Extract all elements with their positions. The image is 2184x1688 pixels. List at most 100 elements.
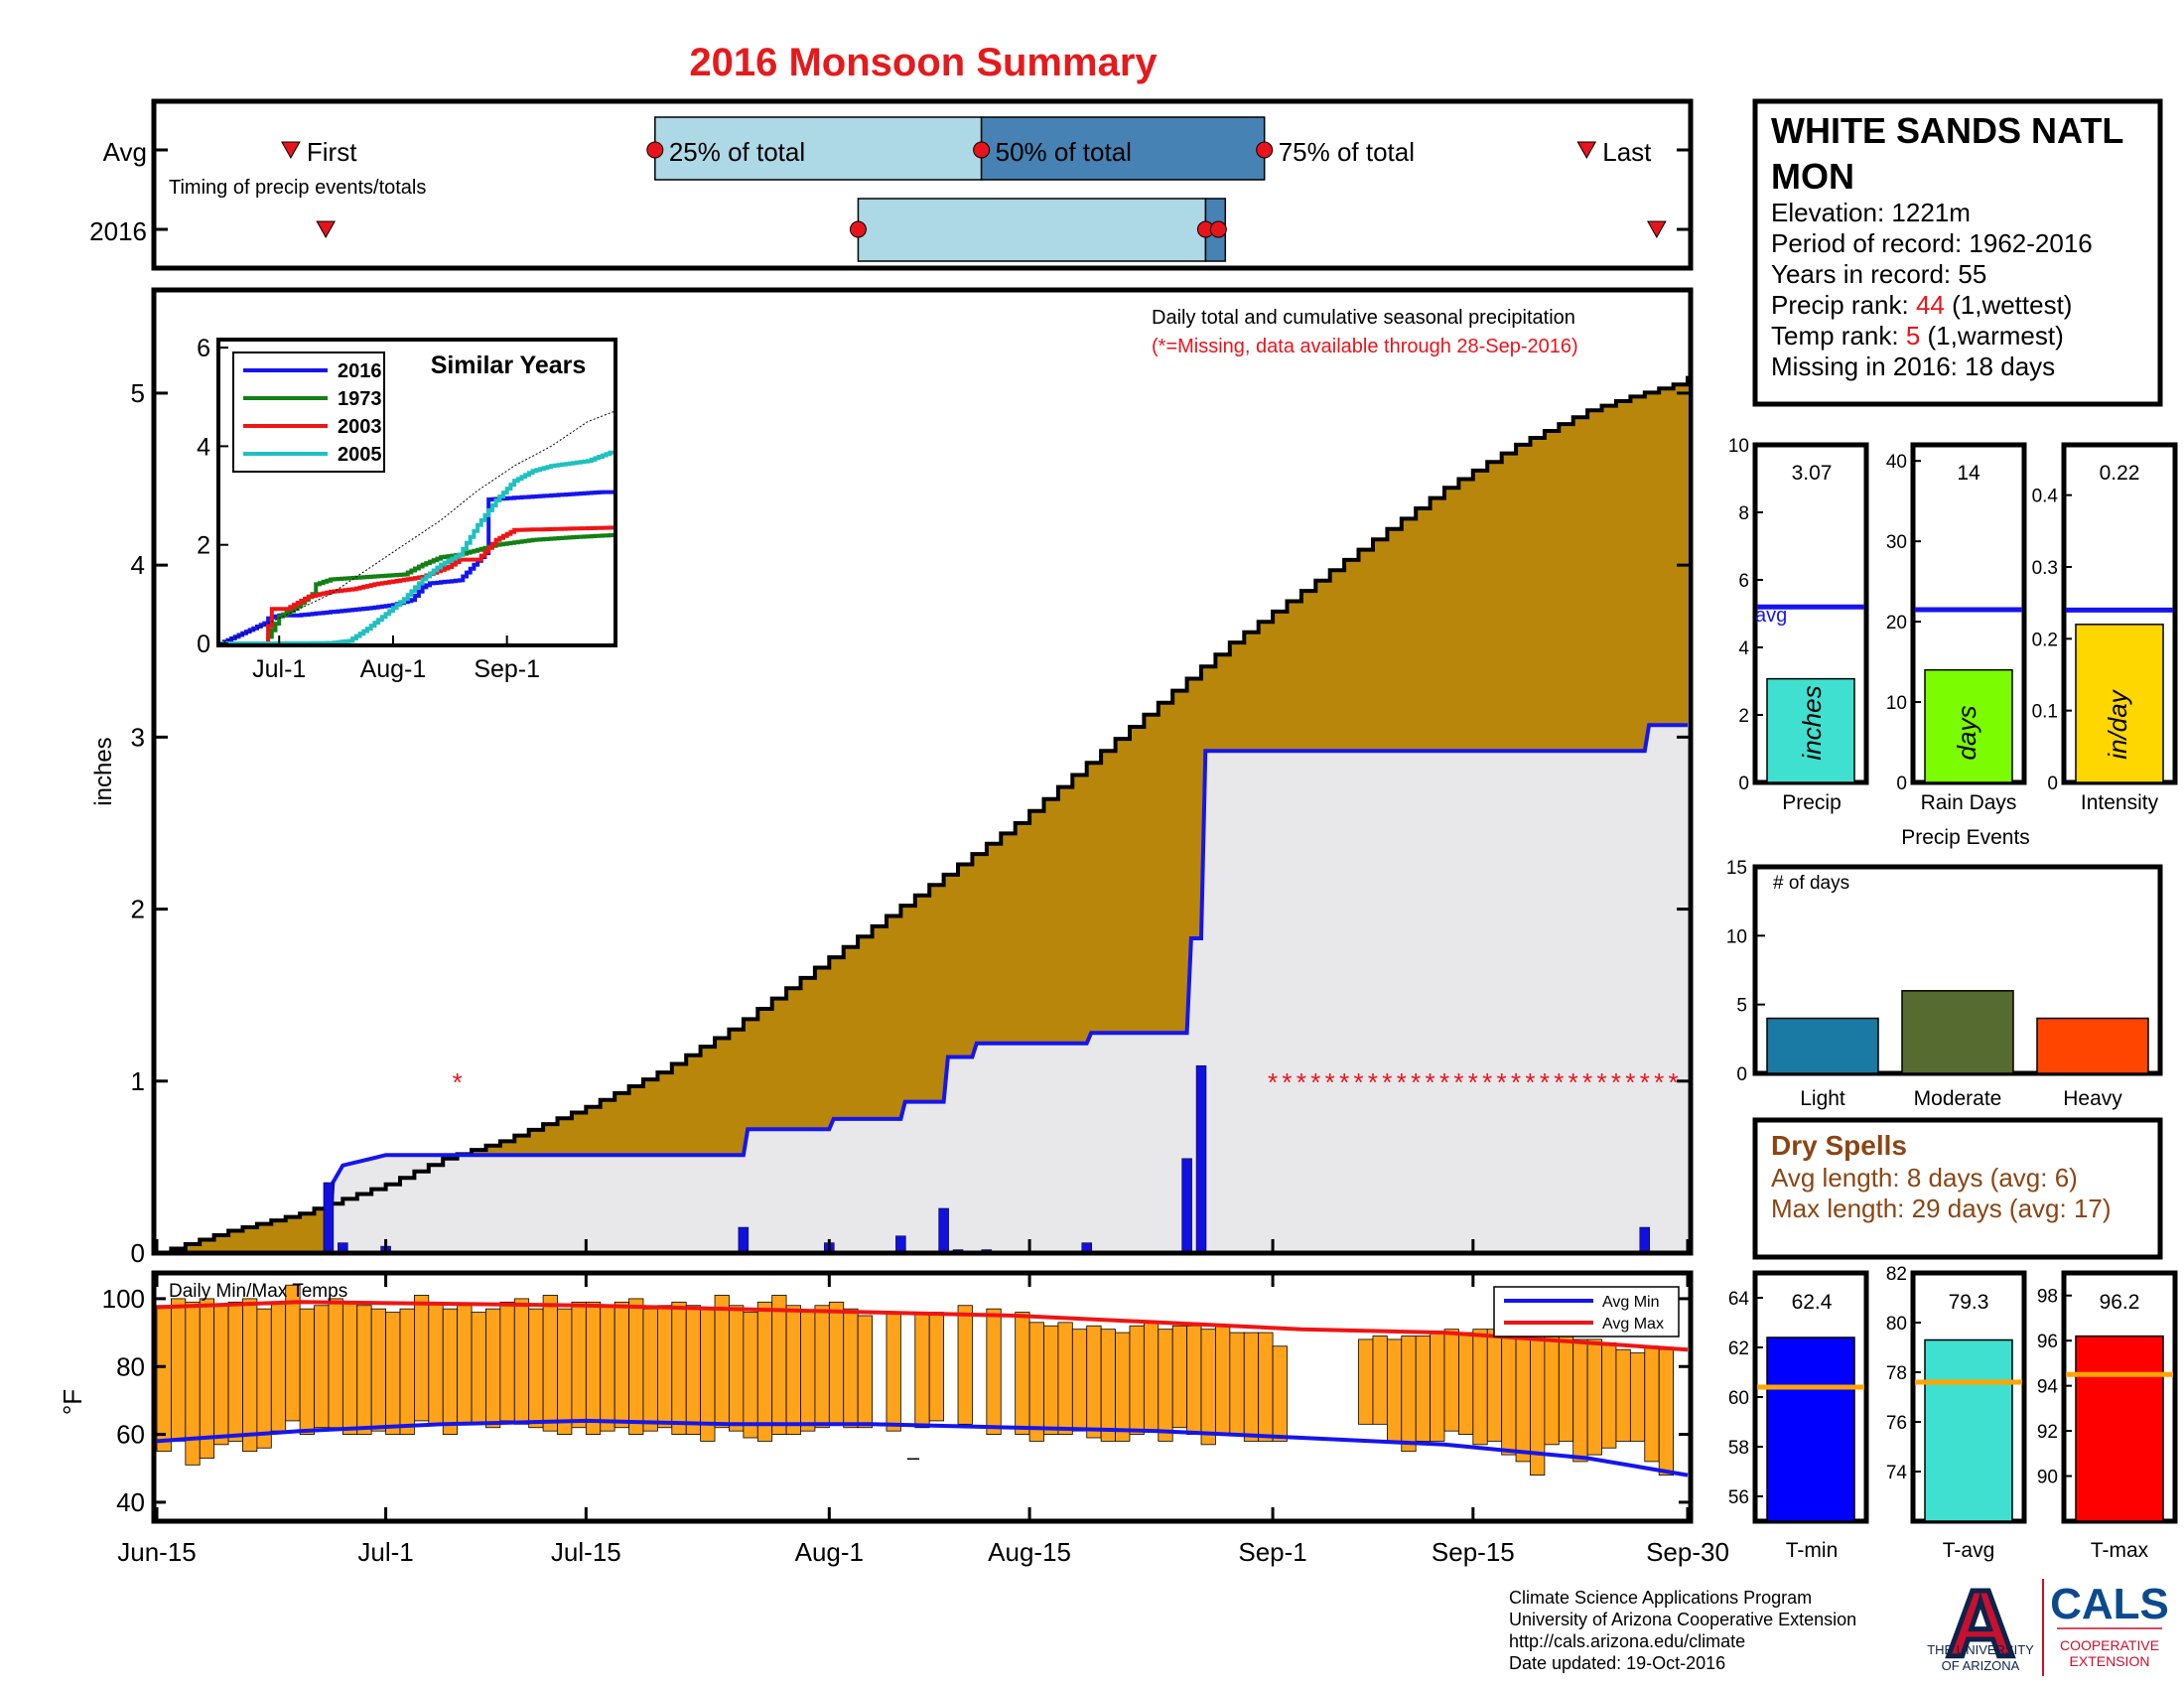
y2016-first-triangle bbox=[316, 220, 337, 239]
intensity-value: 0.22 bbox=[2100, 462, 2140, 485]
tavg-mini-chart-value-bar bbox=[1924, 1338, 2013, 1522]
daily-temp-range-bar bbox=[785, 1305, 801, 1435]
daily-temp-range-bar bbox=[356, 1305, 372, 1435]
daily-temp-range-bar bbox=[1658, 1348, 1674, 1476]
raindays-value: 14 bbox=[1957, 462, 1980, 485]
missing-day-marker: * bbox=[1582, 1067, 1592, 1097]
daily-temp-range-bar bbox=[242, 1298, 258, 1453]
events-title: Precip Events bbox=[1901, 826, 2030, 849]
daily-temp-range-bar bbox=[957, 1305, 973, 1425]
x-tick-label: Sep-1 bbox=[1238, 1537, 1306, 1567]
daily-temp-range-bar bbox=[499, 1301, 515, 1422]
daily-temp-range-bar bbox=[700, 1308, 716, 1442]
tmin-mini-chart-tick-label: 58 bbox=[1728, 1438, 1749, 1459]
tmax-mini-chart-tick-label: 98 bbox=[2037, 1287, 2058, 1308]
daily-temp-range-bar bbox=[843, 1308, 859, 1429]
temp-y-tick-label: 80 bbox=[116, 1351, 145, 1381]
tmin-mini-chart: 56 58 60 62 64 bbox=[1728, 1270, 1869, 1524]
daily-temp-range-bar bbox=[341, 1301, 358, 1435]
daily-temp-range-bar bbox=[385, 1312, 401, 1435]
daily-temp-range-bar bbox=[628, 1298, 644, 1435]
daily-precip-bar bbox=[1639, 1226, 1651, 1254]
station-years: Years in record: 55 bbox=[1771, 259, 1986, 289]
events-tick-label: 15 bbox=[1726, 858, 1747, 879]
missing-day-marker: * bbox=[1525, 1067, 1535, 1097]
station-name-line1: WHITE SANDS NATL bbox=[1771, 110, 2123, 151]
temp-y-tick-label: 100 bbox=[102, 1284, 145, 1314]
missing-day-marker: * bbox=[1482, 1067, 1492, 1097]
events-category-label: Moderate bbox=[1914, 1087, 2002, 1110]
avg-min-temp-line bbox=[156, 1418, 1689, 1477]
inset-legend-label: 2005 bbox=[338, 444, 382, 466]
daily-temp-range-bar bbox=[1615, 1348, 1631, 1442]
inset-title: Similar Years bbox=[431, 352, 587, 379]
raindays-xlabel: Rain Days bbox=[1921, 791, 2017, 814]
main-caption: Daily total and cumulative seasonal prec… bbox=[1152, 307, 1575, 329]
station-name-line2: MON bbox=[1771, 156, 1854, 197]
daily-temp-range-bar bbox=[171, 1298, 187, 1442]
daily-temp-range-bar bbox=[1372, 1336, 1388, 1425]
missing-day-marker: * bbox=[1511, 1067, 1521, 1097]
daily-temp-range-bar bbox=[729, 1305, 745, 1432]
daily-temp-range-bar bbox=[1243, 1332, 1260, 1442]
precip-mini-chart-tick-label: 4 bbox=[1738, 638, 1749, 659]
avg-q25-dot bbox=[646, 141, 664, 159]
daily-temp-range-bar bbox=[1143, 1322, 1160, 1432]
tmax-value: 96.2 bbox=[2100, 1291, 2140, 1314]
daily-temp-range-bar bbox=[1200, 1329, 1216, 1446]
temps-panel: 40 60 80 100 Daily Min/Max Temps Avg Min Av… bbox=[58, 1270, 1694, 1524]
precip-mini-chart-tick-label: 6 bbox=[1738, 571, 1749, 592]
missing-day-marker: * bbox=[1310, 1067, 1320, 1097]
precip-value: 3.07 bbox=[1792, 462, 1833, 485]
daily-temp-range-bar bbox=[1043, 1325, 1059, 1435]
2016-q25-q50-box bbox=[857, 198, 1207, 262]
inset-y-tick-label: 0 bbox=[197, 631, 210, 658]
dry-spells-frame bbox=[1752, 1117, 2163, 1260]
tavg-mini-chart-tick-label: 80 bbox=[1886, 1314, 1907, 1335]
inset-frame bbox=[216, 338, 617, 647]
missing-day-marker: * bbox=[1382, 1067, 1392, 1097]
intensity-mini-chart: 0 0.1 0.2 0.3 0.4 bbox=[2032, 442, 2178, 794]
inset-line-2005 bbox=[220, 450, 615, 645]
daily-temp-range-bar bbox=[1572, 1338, 1588, 1463]
daily-temp-range-bar bbox=[442, 1308, 459, 1435]
daily-precip-bar bbox=[1181, 1158, 1192, 1254]
cals-line1: COOPERATIVE bbox=[2060, 1637, 2159, 1653]
avg-last-triangle bbox=[1576, 141, 1597, 160]
tmax-mini-chart-value-bar bbox=[2075, 1335, 2164, 1522]
raindays-mini-chart-tick-label: 20 bbox=[1886, 613, 1907, 633]
precip-mini-chart-tick-label: 8 bbox=[1738, 503, 1749, 524]
missing-day-marker: * bbox=[453, 1067, 463, 1097]
daily-temp-range-bar bbox=[1015, 1312, 1030, 1435]
missing-day-marker: * bbox=[1569, 1067, 1578, 1097]
station-temp-rank: Temp rank: 5 (1,warmest) bbox=[1771, 321, 2064, 351]
daily-temp-range-bar bbox=[557, 1308, 573, 1435]
station-elevation: Elevation: 1221m bbox=[1771, 198, 1971, 227]
raindays-mini-chart-tick-label: 0 bbox=[1896, 774, 1907, 794]
main-precip-panel: * * * * * * * * * * * * * * * * * * * * * * * * * * * * * * 012345Jun… bbox=[90, 287, 1729, 1567]
daily-temp-range-bar bbox=[299, 1308, 315, 1435]
daily-temp-range-bar bbox=[914, 1312, 930, 1429]
intensity-mini-chart-tick-label: 0 bbox=[2047, 774, 2058, 794]
main-frame bbox=[151, 287, 1694, 1256]
events-category-label: Light bbox=[1800, 1087, 1845, 1110]
mini-temp-charts: 56 58 60 62 64 74 76 78 80 82 90 92 94 96 98 bbox=[1728, 1264, 2178, 1524]
main-y-tick-label: 2 bbox=[131, 895, 145, 924]
tmin-xlabel: T-min bbox=[1786, 1539, 1839, 1562]
tmin-value: 62.4 bbox=[1792, 1291, 1833, 1314]
daily-temp-range-bar bbox=[771, 1295, 787, 1435]
daily-temp-range-bar bbox=[743, 1312, 758, 1439]
daily-temp-range-bar bbox=[800, 1312, 816, 1432]
inset-y-tick-label: 4 bbox=[197, 433, 210, 461]
2016-cumulative-line bbox=[157, 723, 1688, 1255]
temp-y-tick-label: 60 bbox=[116, 1420, 145, 1450]
avg-max-temp-line bbox=[156, 1300, 1689, 1352]
precip-mini-chart-value-bar bbox=[1766, 677, 1855, 783]
y2016-last-triangle bbox=[1646, 220, 1667, 239]
daily-temp-range-bar bbox=[656, 1305, 673, 1429]
x-tick-label: Sep-30 bbox=[1646, 1537, 1729, 1567]
missing-day-marker: * bbox=[1282, 1067, 1292, 1097]
q50-label: 50% of total bbox=[996, 137, 1132, 167]
daily-temp-range-bar bbox=[199, 1298, 215, 1459]
missing-day-marker: * bbox=[1540, 1067, 1550, 1097]
